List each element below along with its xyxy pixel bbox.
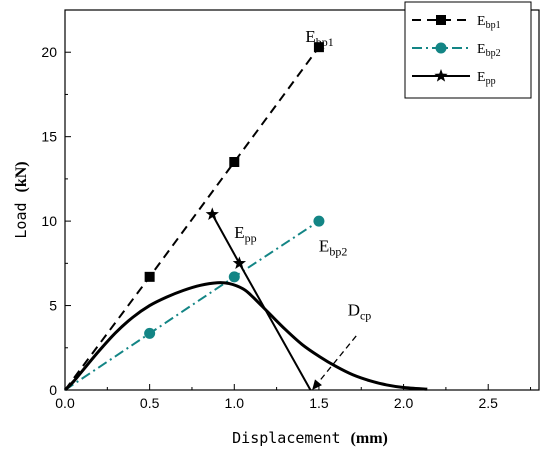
x-tick-label: 0.0 bbox=[55, 395, 75, 411]
legend-marker-bp1 bbox=[436, 15, 446, 25]
legend-label-sub: bp2 bbox=[486, 48, 501, 59]
data-point-pp bbox=[205, 207, 219, 221]
y-axis-label-text: Load bbox=[12, 202, 30, 238]
y-tick-label: 0 bbox=[49, 382, 57, 398]
series-markers bbox=[144, 42, 325, 339]
dcp-arrow-head bbox=[312, 379, 322, 390]
data-point-bp2 bbox=[144, 327, 156, 339]
legend-label-sub: bp1 bbox=[486, 20, 501, 31]
x-axis-label-text: Displacement bbox=[232, 429, 340, 447]
series-line-pp bbox=[211, 213, 312, 391]
y-tick-label: 5 bbox=[49, 298, 57, 314]
data-point-bp1 bbox=[144, 271, 155, 282]
annotation-cp: Dcp bbox=[348, 301, 372, 323]
y-tick-label: 15 bbox=[41, 129, 57, 145]
annotation-bp1: Ebp1 bbox=[305, 27, 333, 49]
legend-label-bp1: Ebp1 bbox=[477, 14, 501, 31]
annotation-main: E bbox=[319, 237, 329, 256]
legend-label-main: E bbox=[477, 70, 486, 85]
series-line-bp2 bbox=[64, 220, 320, 391]
legend-label-bp2: Ebp2 bbox=[477, 42, 501, 59]
x-tick-label: 0.5 bbox=[140, 395, 160, 411]
data-point-pp bbox=[232, 256, 247, 269]
annotation-main: E bbox=[305, 27, 315, 46]
x-tick-label: 1.5 bbox=[309, 395, 329, 411]
annotation-main: E bbox=[234, 223, 244, 242]
legend-label-main: E bbox=[477, 42, 486, 57]
annotation-sub: bp1 bbox=[316, 35, 334, 49]
x-tick-label: 2.5 bbox=[478, 395, 498, 411]
x-axis-label-unit: (mm) bbox=[351, 430, 388, 447]
x-axis-label: Displacement (mm) bbox=[232, 429, 388, 447]
series-lines bbox=[64, 46, 320, 391]
data-point-bp1 bbox=[313, 42, 324, 53]
plot-frame bbox=[64, 9, 540, 391]
y-axis-label: Load (kN) bbox=[12, 161, 30, 238]
y-tick-label: 20 bbox=[41, 44, 57, 60]
legend-label-sub: pp bbox=[486, 76, 496, 87]
axis-ticks: 0.0 0.5 1.0 1.5 2.0 2.5 0 5 10 15 20 bbox=[41, 44, 532, 411]
annotation-pp: Epp bbox=[234, 223, 256, 245]
annotation-sub: pp bbox=[245, 231, 257, 245]
annotation-sub: bp2 bbox=[329, 245, 347, 259]
load-displacement-curve bbox=[63, 281, 428, 392]
x-tick-label: 2.0 bbox=[394, 395, 414, 411]
annotation-sub: cp bbox=[360, 309, 371, 323]
legend-marker-pp bbox=[434, 69, 448, 82]
dcp-arrow-line bbox=[311, 335, 357, 391]
legend-label-main: E bbox=[477, 14, 486, 29]
y-axis-label-unit: (kN) bbox=[13, 161, 30, 192]
annotation-bp2: Ebp2 bbox=[319, 237, 347, 259]
data-point-bp2 bbox=[228, 271, 240, 283]
legend-box bbox=[404, 1, 532, 99]
data-point-bp2 bbox=[313, 215, 325, 227]
annotation-main: D bbox=[348, 301, 360, 320]
data-point-bp1 bbox=[229, 157, 240, 167]
x-tick-label: 1.0 bbox=[225, 395, 245, 411]
series-line-bp1 bbox=[64, 46, 320, 391]
legend-label-pp: Epp bbox=[477, 70, 496, 87]
load-curve bbox=[63, 281, 428, 392]
legend-marker-bp2 bbox=[435, 42, 447, 54]
y-tick-label: 10 bbox=[41, 213, 57, 229]
